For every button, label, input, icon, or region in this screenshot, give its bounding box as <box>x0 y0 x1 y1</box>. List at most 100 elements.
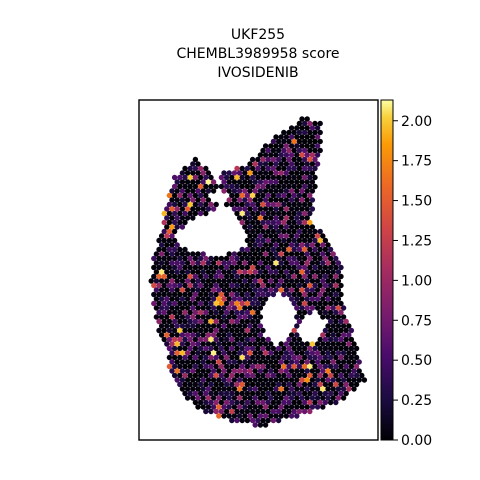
spot <box>275 282 282 289</box>
spot <box>187 318 193 325</box>
spot <box>218 345 225 352</box>
spot <box>174 224 180 230</box>
spot <box>283 233 290 239</box>
spot <box>265 165 271 172</box>
spot <box>205 332 212 338</box>
spot <box>249 165 256 172</box>
spot <box>278 269 284 275</box>
spot <box>283 152 290 158</box>
spot <box>171 300 178 307</box>
spot <box>333 372 339 379</box>
spot <box>304 395 310 401</box>
spot <box>291 246 297 253</box>
spot <box>179 287 186 293</box>
spot <box>244 300 251 307</box>
spot <box>262 296 269 302</box>
spot <box>247 215 253 221</box>
spot <box>151 255 157 262</box>
spot <box>226 350 232 356</box>
spot <box>301 381 308 388</box>
spot <box>296 273 303 280</box>
spot <box>236 296 243 302</box>
spot <box>265 156 271 163</box>
spot <box>205 305 212 311</box>
spot <box>179 206 186 212</box>
spot <box>296 156 303 163</box>
spot <box>231 197 238 203</box>
spot <box>153 296 160 302</box>
spot <box>239 273 245 280</box>
spot <box>213 327 219 334</box>
spot <box>262 206 269 212</box>
spot <box>304 161 310 167</box>
spot <box>314 377 321 383</box>
spot <box>234 354 240 361</box>
spot <box>187 345 193 352</box>
spot <box>359 372 365 379</box>
spot <box>294 332 300 338</box>
spot <box>177 309 183 316</box>
spot <box>309 233 316 239</box>
spot <box>299 260 305 266</box>
spot <box>195 296 201 302</box>
spot <box>197 309 204 316</box>
spot <box>221 350 227 356</box>
spot <box>314 404 321 410</box>
spot <box>195 377 201 383</box>
spot <box>327 381 334 388</box>
spot <box>195 188 201 194</box>
spot <box>249 363 256 370</box>
spot <box>229 309 235 316</box>
spot <box>242 269 248 275</box>
spot <box>260 282 266 289</box>
spot <box>335 323 342 329</box>
spot <box>309 368 316 374</box>
spot <box>275 201 282 208</box>
spot <box>260 264 266 271</box>
spot <box>252 197 258 203</box>
spot <box>151 291 157 298</box>
spot <box>294 377 300 383</box>
spot <box>169 368 175 374</box>
spot <box>335 377 342 383</box>
spot <box>335 305 342 311</box>
spot <box>197 327 204 334</box>
spot <box>291 129 297 136</box>
spot <box>255 300 261 307</box>
spot <box>229 417 235 424</box>
spot <box>247 161 253 167</box>
spot <box>299 116 305 122</box>
spot <box>177 192 183 199</box>
spot <box>333 273 339 280</box>
spot <box>325 260 331 266</box>
spot <box>291 327 297 334</box>
spot <box>268 161 274 167</box>
spot <box>164 341 170 347</box>
spot <box>195 251 201 257</box>
spot <box>275 381 282 388</box>
spot <box>265 273 271 280</box>
spot <box>304 251 310 257</box>
spot <box>314 386 321 392</box>
spot <box>325 341 331 347</box>
spot <box>312 147 318 154</box>
spot <box>278 197 284 203</box>
spot <box>164 278 170 284</box>
spot <box>229 363 235 370</box>
spot <box>182 300 188 307</box>
spot <box>197 345 204 352</box>
spot <box>307 120 313 127</box>
spot <box>301 372 308 379</box>
spot <box>301 147 308 154</box>
spot <box>229 174 235 181</box>
spot <box>327 372 334 379</box>
spot <box>229 201 235 208</box>
spot <box>322 264 329 271</box>
spot <box>330 296 336 302</box>
spot <box>299 278 305 284</box>
spot <box>260 273 266 280</box>
spot <box>299 359 305 365</box>
spot <box>208 327 214 334</box>
spot <box>244 390 251 397</box>
spot <box>226 413 232 419</box>
